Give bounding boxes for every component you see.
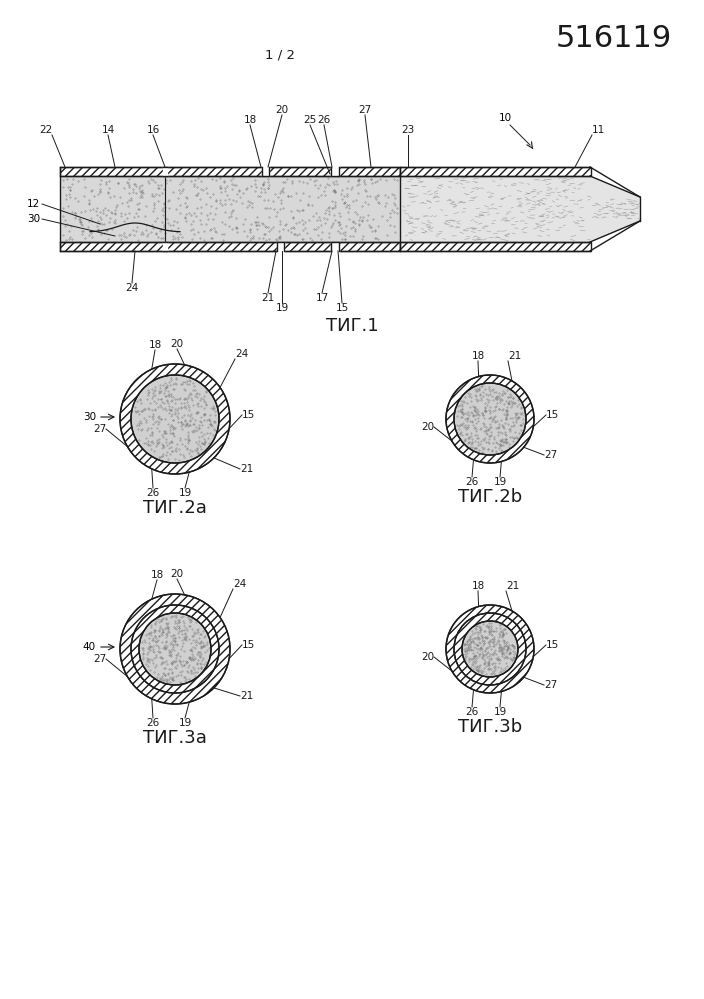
Text: 24: 24 — [235, 349, 249, 359]
Text: 27: 27 — [93, 424, 106, 434]
Text: ΤИГ.2b: ΤИГ.2b — [458, 488, 522, 506]
Text: ΤИГ.3b: ΤИГ.3b — [458, 718, 522, 736]
Text: 12: 12 — [27, 199, 40, 209]
Text: 20: 20 — [275, 105, 289, 115]
Text: ΤИГ.3a: ΤИГ.3a — [143, 729, 207, 747]
Bar — [400, 242, 591, 251]
Text: 18: 18 — [151, 570, 163, 580]
Text: 19: 19 — [275, 303, 289, 313]
Ellipse shape — [446, 605, 534, 693]
Text: 24: 24 — [233, 579, 246, 589]
Text: 22: 22 — [39, 125, 52, 135]
Bar — [60, 167, 400, 176]
Text: ΤИГ.2a: ΤИГ.2a — [143, 499, 207, 517]
Text: 10: 10 — [498, 113, 512, 123]
Text: 14: 14 — [101, 125, 115, 135]
Text: 20: 20 — [170, 339, 184, 349]
Text: 26: 26 — [146, 488, 160, 498]
Bar — [400, 176, 590, 242]
Text: 21: 21 — [261, 293, 275, 303]
Text: 15: 15 — [546, 410, 559, 420]
Ellipse shape — [454, 613, 526, 685]
Text: 21: 21 — [506, 581, 520, 591]
Text: 18: 18 — [472, 581, 484, 591]
Text: 19: 19 — [494, 477, 507, 487]
Ellipse shape — [462, 621, 518, 677]
Bar — [400, 167, 591, 176]
Text: 21: 21 — [240, 464, 253, 474]
Text: 15: 15 — [335, 303, 348, 313]
Text: 15: 15 — [242, 410, 256, 420]
Bar — [60, 176, 400, 242]
Text: 1 / 2: 1 / 2 — [265, 49, 295, 62]
Text: 30: 30 — [83, 412, 96, 422]
Text: 23: 23 — [401, 125, 415, 135]
Text: 16: 16 — [146, 125, 160, 135]
Text: 19: 19 — [178, 488, 191, 498]
Text: 18: 18 — [472, 351, 484, 361]
Polygon shape — [590, 176, 640, 242]
Text: 27: 27 — [544, 680, 558, 690]
Text: 27: 27 — [544, 450, 558, 460]
Ellipse shape — [131, 375, 219, 463]
Text: 26: 26 — [318, 115, 331, 125]
Text: 516119: 516119 — [555, 24, 672, 53]
Text: 26: 26 — [465, 477, 479, 487]
Ellipse shape — [120, 594, 230, 704]
Text: 20: 20 — [421, 652, 434, 662]
Text: 18: 18 — [149, 340, 162, 350]
Text: 11: 11 — [592, 125, 605, 135]
Bar — [60, 242, 400, 251]
Text: 24: 24 — [125, 283, 139, 293]
Text: 26: 26 — [146, 718, 160, 728]
Ellipse shape — [139, 613, 211, 685]
Text: 25: 25 — [303, 115, 317, 125]
Ellipse shape — [131, 605, 219, 693]
Text: 15: 15 — [546, 640, 559, 650]
Text: ΤИГ.1: ΤИГ.1 — [326, 317, 378, 335]
Text: 26: 26 — [465, 707, 479, 717]
Ellipse shape — [454, 383, 526, 455]
Text: 30: 30 — [27, 214, 40, 224]
Text: 18: 18 — [244, 115, 257, 125]
Text: 19: 19 — [494, 707, 507, 717]
Text: 27: 27 — [93, 654, 106, 664]
Text: 17: 17 — [315, 293, 329, 303]
Ellipse shape — [446, 375, 534, 463]
Text: 20: 20 — [170, 569, 184, 579]
Ellipse shape — [120, 364, 230, 474]
Text: 15: 15 — [242, 640, 256, 650]
Text: 20: 20 — [421, 422, 434, 432]
Text: 27: 27 — [358, 105, 372, 115]
Text: 40: 40 — [83, 642, 96, 652]
Text: 21: 21 — [508, 351, 521, 361]
Text: 21: 21 — [240, 691, 253, 701]
Text: 19: 19 — [178, 718, 191, 728]
